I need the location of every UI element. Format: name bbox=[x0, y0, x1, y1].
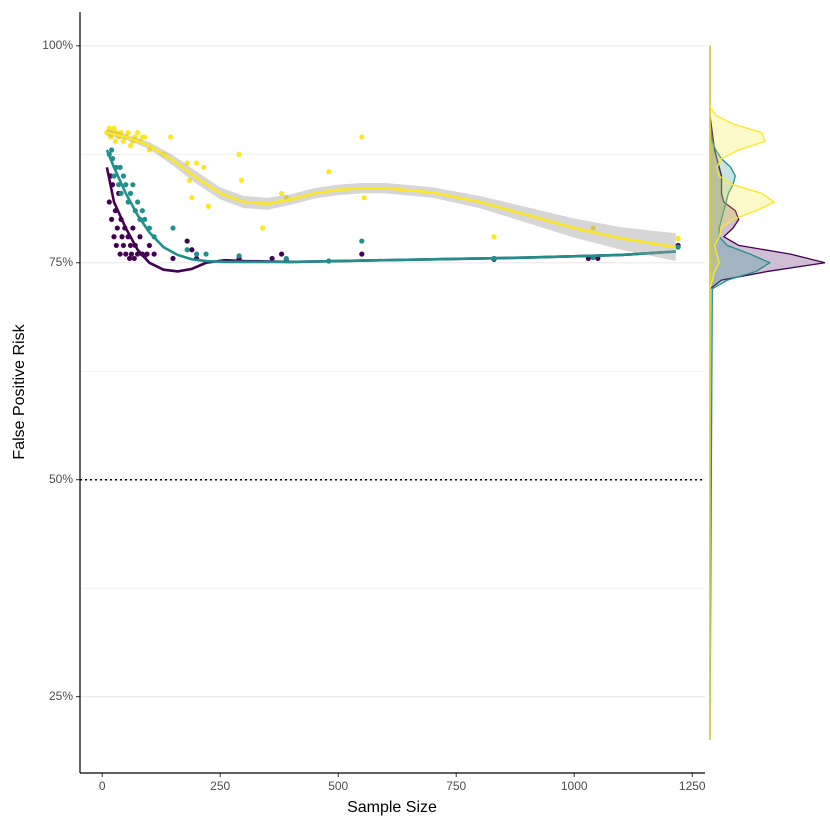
point bbox=[151, 251, 157, 257]
point bbox=[139, 208, 145, 214]
point bbox=[109, 147, 115, 153]
point bbox=[168, 134, 174, 140]
point bbox=[186, 177, 193, 183]
point bbox=[201, 164, 207, 170]
point bbox=[278, 190, 285, 196]
point bbox=[118, 190, 124, 196]
point bbox=[112, 138, 119, 144]
point bbox=[144, 251, 150, 257]
point bbox=[361, 195, 367, 201]
point bbox=[142, 134, 148, 140]
point bbox=[132, 134, 138, 140]
point bbox=[131, 255, 137, 262]
point bbox=[106, 199, 112, 205]
point bbox=[125, 130, 131, 136]
point bbox=[111, 173, 117, 179]
point bbox=[184, 160, 190, 166]
density bbox=[709, 45, 776, 741]
point bbox=[675, 244, 681, 250]
x-tick-label: 1000 bbox=[561, 779, 588, 793]
point bbox=[236, 253, 242, 259]
point bbox=[193, 251, 200, 257]
point bbox=[359, 238, 365, 244]
y-tick-label: 100% bbox=[42, 38, 73, 52]
x-axis-title: Sample Size bbox=[347, 799, 437, 816]
point bbox=[111, 125, 117, 131]
point bbox=[130, 225, 136, 231]
point bbox=[128, 251, 135, 257]
point bbox=[134, 130, 141, 136]
point bbox=[675, 235, 681, 242]
point bbox=[142, 216, 148, 222]
point bbox=[590, 225, 596, 231]
point bbox=[205, 203, 211, 209]
point bbox=[184, 247, 190, 253]
x-tick-label: 1250 bbox=[679, 779, 706, 793]
density bbox=[709, 45, 826, 741]
point bbox=[120, 138, 127, 144]
point bbox=[326, 169, 332, 175]
point bbox=[170, 255, 176, 262]
x-tick-label: 0 bbox=[99, 779, 106, 793]
point bbox=[114, 225, 120, 231]
smooth-line bbox=[105, 149, 676, 264]
point bbox=[189, 195, 195, 201]
point bbox=[236, 151, 242, 157]
point bbox=[108, 134, 114, 140]
point bbox=[119, 234, 125, 240]
point bbox=[126, 255, 133, 262]
point bbox=[117, 251, 123, 257]
x-tick-label: 750 bbox=[446, 779, 466, 793]
point bbox=[170, 225, 176, 231]
point bbox=[113, 242, 119, 249]
point bbox=[260, 225, 266, 231]
x-tick-label: 250 bbox=[210, 779, 230, 793]
point bbox=[134, 199, 141, 205]
point bbox=[109, 216, 115, 222]
y-tick-label: 75% bbox=[49, 255, 73, 269]
point bbox=[491, 234, 497, 240]
confidence-band bbox=[106, 129, 676, 262]
point bbox=[123, 251, 129, 257]
point bbox=[118, 130, 124, 136]
y-tick-label: 25% bbox=[49, 689, 73, 703]
point bbox=[278, 251, 285, 257]
point bbox=[146, 147, 152, 153]
point bbox=[146, 242, 152, 249]
point bbox=[130, 182, 136, 188]
point bbox=[193, 160, 200, 166]
x-tick-label: 500 bbox=[328, 779, 348, 793]
point bbox=[111, 234, 117, 240]
point bbox=[359, 134, 365, 140]
y-axis-title: False Positive Risk bbox=[11, 323, 28, 459]
point bbox=[120, 173, 127, 179]
point bbox=[120, 242, 127, 249]
point bbox=[283, 255, 289, 262]
point bbox=[595, 255, 601, 262]
point bbox=[127, 143, 134, 149]
y-tick-label: 50% bbox=[49, 472, 73, 486]
point bbox=[127, 190, 134, 196]
point bbox=[137, 234, 143, 240]
point bbox=[203, 251, 209, 257]
point bbox=[117, 164, 123, 170]
point bbox=[189, 247, 195, 253]
point bbox=[184, 238, 190, 244]
point bbox=[127, 242, 134, 249]
smooth-line bbox=[106, 131, 676, 249]
point bbox=[238, 177, 245, 183]
point bbox=[106, 125, 112, 131]
point bbox=[269, 255, 275, 262]
point bbox=[123, 182, 129, 188]
point bbox=[359, 251, 365, 257]
